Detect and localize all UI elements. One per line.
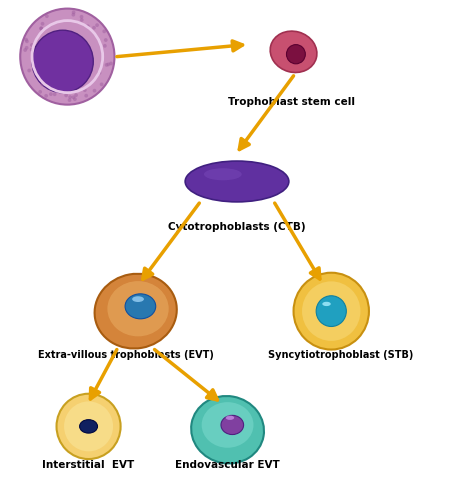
Ellipse shape <box>185 161 289 202</box>
Circle shape <box>72 13 75 16</box>
Circle shape <box>100 83 103 86</box>
Circle shape <box>83 88 87 92</box>
Circle shape <box>25 46 28 50</box>
Text: Interstitial  EVT: Interstitial EVT <box>43 460 135 469</box>
Circle shape <box>32 30 93 93</box>
Circle shape <box>95 23 99 27</box>
Circle shape <box>44 94 48 98</box>
Circle shape <box>103 44 107 48</box>
Text: Trophoblast stem cell: Trophoblast stem cell <box>228 98 355 107</box>
Circle shape <box>40 83 44 86</box>
Circle shape <box>102 29 106 33</box>
Circle shape <box>25 40 29 43</box>
Circle shape <box>56 394 120 459</box>
Circle shape <box>105 63 109 67</box>
Ellipse shape <box>204 168 242 180</box>
Ellipse shape <box>221 415 244 435</box>
Circle shape <box>53 92 56 96</box>
Circle shape <box>92 26 96 29</box>
Circle shape <box>80 18 83 22</box>
Circle shape <box>39 27 43 30</box>
Text: Syncytiotrophoblast (STB): Syncytiotrophoblast (STB) <box>268 350 413 359</box>
Circle shape <box>286 44 305 64</box>
Circle shape <box>27 69 31 72</box>
Circle shape <box>72 95 75 99</box>
Circle shape <box>92 89 96 93</box>
Circle shape <box>68 98 72 102</box>
Ellipse shape <box>108 281 169 336</box>
Circle shape <box>45 14 49 18</box>
Ellipse shape <box>270 31 317 72</box>
Circle shape <box>30 43 34 47</box>
Circle shape <box>30 48 34 52</box>
Circle shape <box>68 95 72 99</box>
Circle shape <box>74 93 78 97</box>
Circle shape <box>20 9 115 105</box>
Circle shape <box>24 38 28 42</box>
Circle shape <box>109 61 113 65</box>
Circle shape <box>98 71 101 75</box>
Ellipse shape <box>80 420 98 433</box>
Text: Endovascular EVT: Endovascular EVT <box>175 460 280 469</box>
Ellipse shape <box>125 294 156 319</box>
Circle shape <box>49 92 53 96</box>
Circle shape <box>107 62 110 66</box>
Circle shape <box>84 94 88 98</box>
Circle shape <box>302 282 360 341</box>
Ellipse shape <box>201 402 254 448</box>
Circle shape <box>293 273 369 350</box>
Circle shape <box>86 24 90 28</box>
Circle shape <box>38 90 42 94</box>
Text: Extra-villous trophoblasts (EVT): Extra-villous trophoblasts (EVT) <box>38 350 214 359</box>
Ellipse shape <box>226 415 234 420</box>
Circle shape <box>80 15 83 19</box>
Ellipse shape <box>191 396 264 464</box>
Circle shape <box>104 38 108 42</box>
Circle shape <box>64 93 68 97</box>
Text: Cytotrophoblasts (CTB): Cytotrophoblasts (CTB) <box>168 222 306 232</box>
Circle shape <box>39 27 43 30</box>
Circle shape <box>73 97 77 101</box>
Circle shape <box>23 48 27 52</box>
Circle shape <box>41 22 45 26</box>
Ellipse shape <box>322 302 331 306</box>
Ellipse shape <box>95 274 177 349</box>
Circle shape <box>64 401 113 451</box>
Circle shape <box>72 11 75 14</box>
Circle shape <box>316 296 346 327</box>
Ellipse shape <box>132 296 144 302</box>
